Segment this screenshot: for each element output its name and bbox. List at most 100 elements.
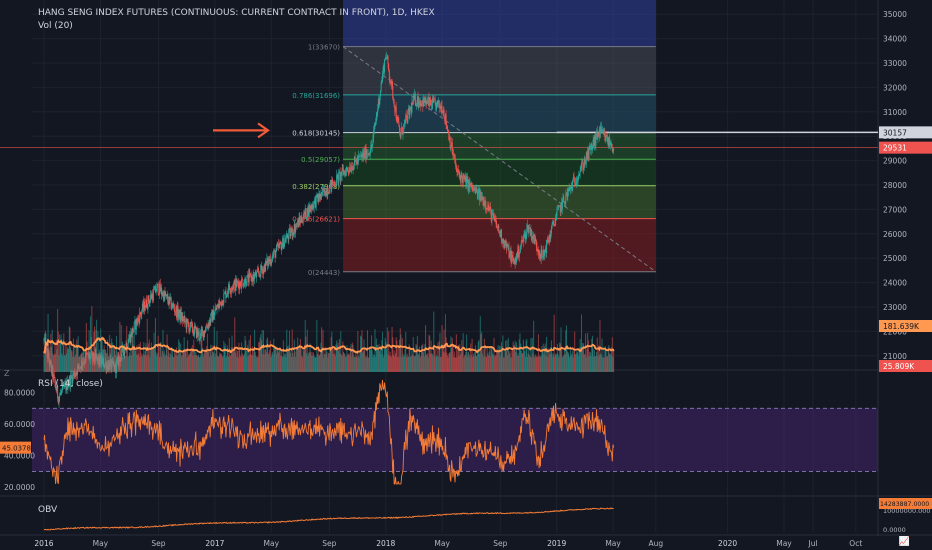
candle-body-167 xyxy=(157,283,159,294)
candle-body-314 xyxy=(258,270,260,274)
volume-bar-549 xyxy=(418,346,420,372)
price-tag-last: 29531 xyxy=(883,144,907,153)
volume-bar-811 xyxy=(598,345,600,372)
candle-body-411 xyxy=(324,187,326,196)
volume-bar-642 xyxy=(482,349,484,372)
volume-bar-522 xyxy=(400,334,402,372)
volume-bar-203 xyxy=(182,352,184,372)
candle-body-711 xyxy=(529,228,531,235)
volume-bar-336 xyxy=(273,338,275,372)
candle-body-338 xyxy=(274,250,276,258)
volume-bar-814 xyxy=(600,353,602,372)
volume-bar-78 xyxy=(96,354,98,372)
volume-bar-712 xyxy=(530,338,532,372)
candle-body-816 xyxy=(601,130,603,132)
volume-bar-159 xyxy=(152,347,154,372)
volume-bar-98 xyxy=(110,343,112,372)
candle-body-588 xyxy=(445,114,447,126)
candle-body-193 xyxy=(175,306,177,312)
obv-legend[interactable]: OBV xyxy=(38,505,58,515)
candle-body-664 xyxy=(497,225,499,227)
volume-bar-260 xyxy=(221,354,223,372)
volume-bar-552 xyxy=(420,345,422,372)
volume-bar-827 xyxy=(609,353,611,372)
volume-bar-198 xyxy=(178,341,180,372)
candle-body-312 xyxy=(256,269,258,273)
volume-bar-673 xyxy=(503,357,505,372)
candle-body-810 xyxy=(597,133,599,139)
volume-bar-566 xyxy=(430,340,432,372)
volume-bar-216 xyxy=(191,348,193,372)
volume-bar-771 xyxy=(570,353,572,372)
volume-bar-37 xyxy=(68,326,70,372)
rsi-legend[interactable]: RSI (14, close) xyxy=(38,379,103,389)
volume-bar-351 xyxy=(283,356,285,372)
candle-body-333 xyxy=(271,260,273,262)
volume-legend[interactable]: Vol (20) xyxy=(38,21,73,31)
candle-body-494 xyxy=(381,81,383,83)
volume-bar-165 xyxy=(156,356,158,372)
volume-bar-55 xyxy=(81,352,83,372)
volume-bar-357 xyxy=(287,350,289,372)
candle-body-793 xyxy=(585,152,587,164)
volume-bar-192 xyxy=(174,350,176,372)
volume-bar-389 xyxy=(309,343,311,372)
candle-body-165 xyxy=(156,285,158,292)
candle-body-576 xyxy=(437,100,439,105)
candle-body-659 xyxy=(494,216,496,221)
volume-bar-595 xyxy=(450,336,452,372)
candle-body-565 xyxy=(429,97,431,104)
candle-body-114 xyxy=(121,348,123,357)
candle-body-768 xyxy=(568,187,570,189)
candle-body-481 xyxy=(372,137,374,145)
volume-bar-450 xyxy=(351,356,353,372)
volume-bar-162 xyxy=(154,348,156,372)
volume-bar-393 xyxy=(312,355,314,372)
volume-bar-122 xyxy=(126,348,128,372)
volume-bar-387 xyxy=(308,352,310,372)
volume-bar-65 xyxy=(87,356,89,372)
volume-bar-130 xyxy=(132,335,134,372)
volume-bar-585 xyxy=(443,329,445,372)
volume-bar-510 xyxy=(392,337,394,372)
time-tick-7: May xyxy=(434,539,450,548)
volume-bar-132 xyxy=(133,330,135,372)
candle-body-401 xyxy=(317,197,319,202)
candle-body-554 xyxy=(422,100,424,107)
volume-bar-342 xyxy=(277,349,279,372)
volume-bar-692 xyxy=(516,355,518,372)
candle-body-182 xyxy=(167,301,169,305)
volume-bar-499 xyxy=(384,337,386,372)
candle-body-315 xyxy=(258,273,260,275)
candle-body-464 xyxy=(360,154,362,156)
candle-body-661 xyxy=(495,219,497,225)
volume-bar-716 xyxy=(533,320,535,372)
zoom-reset-button[interactable]: Z xyxy=(4,369,10,378)
candle-body-463 xyxy=(360,155,362,156)
volume-bar-761 xyxy=(563,349,565,372)
candle-body-693 xyxy=(517,246,519,258)
candle-body-509 xyxy=(391,80,393,86)
candle-body-35 xyxy=(67,386,69,390)
candle-body-336 xyxy=(273,250,275,256)
candle-body-663 xyxy=(496,226,498,228)
candle-body-282 xyxy=(236,280,238,287)
volume-bar-812 xyxy=(598,354,600,372)
volume-bar-670 xyxy=(501,346,503,372)
candle-body-430 xyxy=(337,174,339,183)
volume-bar-829 xyxy=(610,355,612,372)
candle-body-818 xyxy=(602,130,604,135)
volume-bar-570 xyxy=(433,311,435,372)
volume-bar-429 xyxy=(336,345,338,372)
candle-body-188 xyxy=(172,303,174,308)
candle-body-738 xyxy=(548,241,550,243)
candle-body-582 xyxy=(441,105,443,113)
volume-bar-488 xyxy=(377,345,379,372)
volume-bar-470 xyxy=(364,357,366,372)
volume-bar-245 xyxy=(211,355,213,372)
volume-bar-191 xyxy=(174,350,176,372)
candle-body-258 xyxy=(219,301,221,303)
candle-body-326 xyxy=(266,258,268,263)
candle-body-748 xyxy=(555,218,557,226)
